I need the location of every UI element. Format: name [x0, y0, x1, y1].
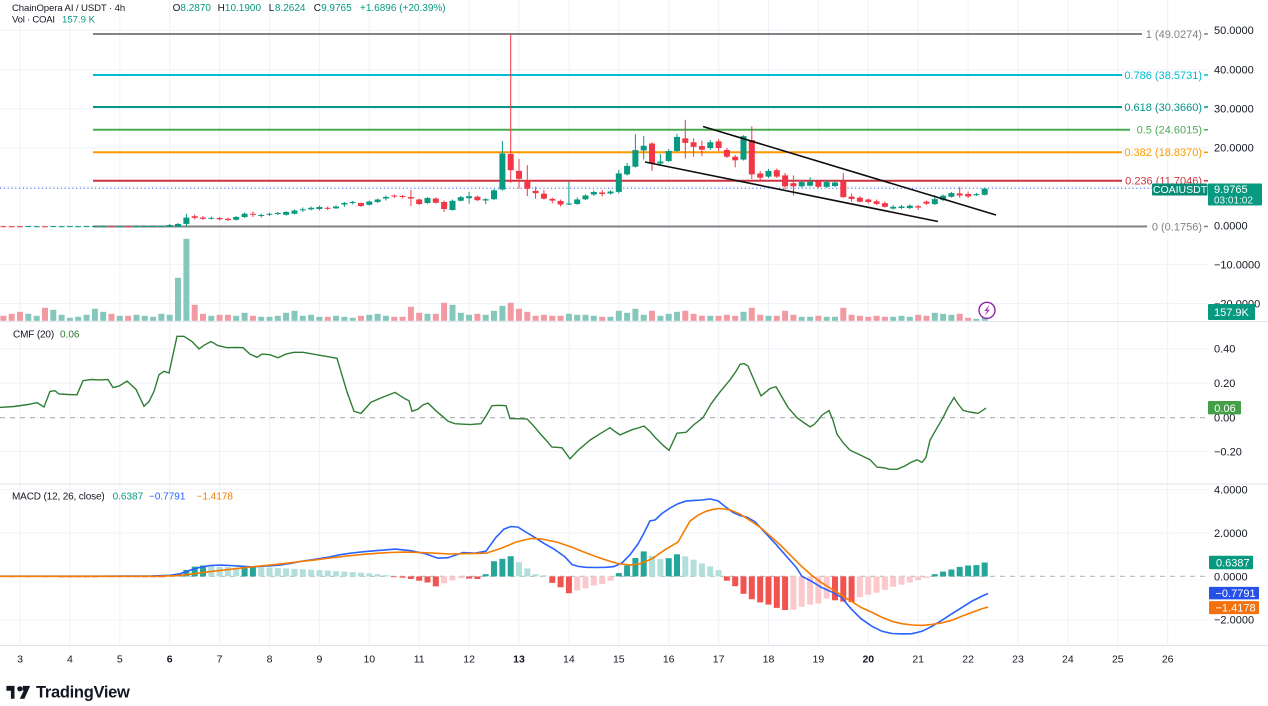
svg-text:19: 19 — [813, 654, 825, 666]
svg-text:21: 21 — [912, 654, 924, 666]
svg-text:24: 24 — [1062, 654, 1074, 666]
svg-text:30.0000: 30.0000 — [1214, 104, 1254, 116]
svg-text:+1.6896 (+20.39%): +1.6896 (+20.39%) — [360, 3, 446, 14]
svg-text:12: 12 — [463, 654, 475, 666]
svg-text:7: 7 — [217, 654, 223, 666]
svg-text:8.2624: 8.2624 — [275, 3, 306, 14]
svg-text:−10.0000: −10.0000 — [1214, 260, 1260, 272]
svg-text:0.06: 0.06 — [60, 329, 80, 340]
svg-text:MACD (12, 26, close): MACD (12, 26, close) — [12, 492, 105, 503]
svg-text:10.1900: 10.1900 — [225, 3, 262, 14]
svg-text:17: 17 — [713, 654, 725, 666]
svg-text:0.6387: 0.6387 — [1216, 558, 1250, 570]
svg-text:−0.20: −0.20 — [1214, 447, 1242, 459]
svg-text:16: 16 — [663, 654, 675, 666]
svg-text:0.382 (18.8370): 0.382 (18.8370) — [1124, 147, 1202, 159]
svg-text:18: 18 — [763, 654, 775, 666]
svg-text:−0.7791: −0.7791 — [1216, 588, 1256, 600]
svg-text:0.5 (24.6015): 0.5 (24.6015) — [1137, 125, 1202, 137]
svg-text:15: 15 — [613, 654, 625, 666]
svg-text:6: 6 — [167, 654, 173, 666]
svg-text:03:01:02: 03:01:02 — [1214, 196, 1253, 207]
svg-text:L: L — [269, 3, 275, 14]
svg-text:14: 14 — [563, 654, 575, 666]
svg-text:40.0000: 40.0000 — [1214, 65, 1254, 77]
svg-text:2.0000: 2.0000 — [1214, 528, 1248, 540]
svg-text:13: 13 — [513, 654, 525, 666]
svg-text:4.0000: 4.0000 — [1214, 485, 1248, 497]
svg-text:22: 22 — [962, 654, 974, 666]
svg-text:CMF (20): CMF (20) — [13, 329, 54, 340]
svg-text:O: O — [173, 3, 181, 14]
svg-text:8: 8 — [267, 654, 273, 666]
svg-text:0.20: 0.20 — [1214, 378, 1235, 390]
svg-text:0.40: 0.40 — [1214, 344, 1235, 356]
svg-text:4: 4 — [67, 654, 73, 666]
svg-text:23: 23 — [1012, 654, 1024, 666]
svg-text:0 (0.1756): 0 (0.1756) — [1152, 221, 1202, 233]
svg-text:11: 11 — [414, 654, 425, 666]
svg-text:−1.4178: −1.4178 — [197, 492, 234, 503]
svg-text:0.00: 0.00 — [1214, 413, 1235, 425]
svg-text:9.9765: 9.9765 — [1214, 184, 1248, 196]
svg-text:10: 10 — [363, 654, 375, 666]
svg-text:157.9K: 157.9K — [1214, 307, 1250, 319]
svg-text:0.06: 0.06 — [1214, 403, 1235, 415]
svg-text:5: 5 — [117, 654, 123, 666]
svg-text:25: 25 — [1112, 654, 1124, 666]
svg-text:ChainOpera AI / USDT · 4h: ChainOpera AI / USDT · 4h — [12, 3, 125, 14]
svg-text:0.786 (38.5731): 0.786 (38.5731) — [1124, 70, 1202, 82]
svg-text:50.0000: 50.0000 — [1214, 25, 1254, 37]
svg-text:−2.0000: −2.0000 — [1214, 615, 1254, 627]
svg-text:0.618 (30.3660): 0.618 (30.3660) — [1124, 102, 1202, 114]
svg-text:26: 26 — [1162, 654, 1174, 666]
svg-text:C: C — [314, 3, 321, 14]
svg-text:9.9765: 9.9765 — [321, 3, 352, 14]
svg-text:0.0000: 0.0000 — [1214, 571, 1248, 583]
svg-text:3: 3 — [17, 654, 23, 666]
svg-text:9: 9 — [316, 654, 322, 666]
svg-text:COAIUSDT: COAIUSDT — [1153, 184, 1208, 196]
svg-text:0.0000: 0.0000 — [1214, 221, 1248, 233]
svg-text:Vol · COAI: Vol · COAI — [12, 15, 55, 26]
svg-text:1 (49.0274): 1 (49.0274) — [1146, 29, 1202, 41]
svg-text:8.2870: 8.2870 — [180, 3, 211, 14]
svg-text:20: 20 — [862, 654, 874, 666]
svg-text:0.6387: 0.6387 — [113, 492, 144, 503]
svg-text:20.0000: 20.0000 — [1214, 143, 1254, 155]
svg-text:H: H — [218, 3, 225, 14]
svg-text:−1.4178: −1.4178 — [1216, 603, 1256, 615]
svg-text:−0.7791: −0.7791 — [149, 492, 186, 503]
svg-text:TradingView: TradingView — [36, 684, 130, 702]
svg-text:157.9 K: 157.9 K — [62, 15, 96, 26]
